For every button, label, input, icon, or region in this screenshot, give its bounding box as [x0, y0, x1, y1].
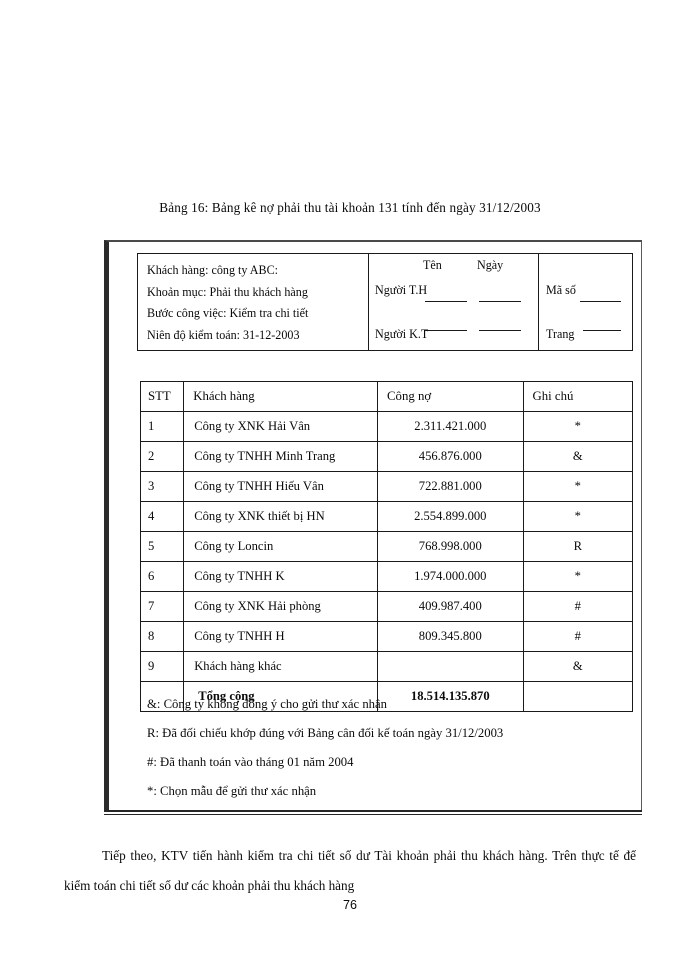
page-ref-field[interactable] — [583, 330, 621, 331]
cell-debt — [377, 651, 524, 682]
cell-note: # — [522, 591, 634, 622]
section-divider-rule — [104, 810, 642, 815]
column-header-customer: Khách hàng — [183, 381, 379, 412]
reviewer-date-field[interactable] — [479, 330, 521, 331]
footnote-legend: &: Công ty không đồng ý cho gửi thư xác … — [140, 690, 640, 806]
worksheet-body: Khách hàng: công ty ABC: Khoản mục: Phải… — [109, 242, 641, 810]
work-step-line: Bước công việc: Kiểm tra chi tiết — [147, 306, 309, 320]
reviewer-name-field[interactable] — [425, 330, 467, 331]
table-body: 1 Công ty XNK Hải Vân 2.311.421.000 * 2 … — [139, 411, 634, 712]
audit-header-box: Khách hàng: công ty ABC: Khoản mục: Phải… — [137, 253, 633, 351]
cell-debt: 409.987.400 — [377, 591, 524, 622]
cell-total-label: Tổng cộng — [183, 681, 379, 712]
cell-note: & — [522, 651, 634, 682]
cell-debt: 722.881.000 — [377, 471, 524, 502]
cell-debt: 456.876.000 — [377, 441, 524, 472]
table-header-row: STT Khách hàng Công nợ Ghi chú — [139, 381, 634, 412]
audit-header-left-cell: Khách hàng: công ty ABC: Khoản mục: Phải… — [138, 254, 369, 350]
preparer-name-field[interactable] — [425, 301, 467, 302]
reviewer-label: Người K.T — [375, 327, 429, 341]
table-header: STT Khách hàng Công nợ Ghi chú — [139, 381, 634, 412]
table-row: 2 Công ty TNHH Minh Trang 456.876.000 & — [139, 441, 634, 472]
cell-customer: Công ty TNHH Minh Trang — [183, 441, 379, 472]
audit-header-signoff-cell: Tên Ngày Người T.H Người K.T — [369, 254, 539, 350]
cell-total-note — [522, 681, 634, 712]
cell-total-debt: 18.514.135.870 — [377, 681, 524, 712]
cell-note: * — [522, 471, 634, 502]
cell-stt: 1 — [139, 411, 185, 442]
cell-customer: Công ty XNK Hải Vân — [183, 411, 379, 442]
cell-debt: 1.974.000.000 — [377, 561, 524, 592]
column-header-debt: Công nợ — [377, 381, 524, 412]
client-line: Khách hàng: công ty ABC: — [147, 263, 278, 277]
footnote-asterisk: *: Chọn mẫu để gửi thư xác nhận — [147, 784, 317, 798]
fiscal-year-line: Niên độ kiểm toán: 31-12-2003 — [147, 327, 300, 342]
column-header-note: Ghi chú — [522, 381, 634, 412]
body-paragraph: Tiếp theo, KTV tiến hành kiểm tra chi ti… — [64, 848, 636, 894]
table-row: 3 Công ty TNHH Hiếu Vân 722.881.000 * — [139, 471, 634, 502]
cell-note: R — [522, 531, 634, 562]
table-total-row: Tổng cộng 18.514.135.870 — [139, 681, 634, 712]
audit-header-ref-cell: Mã số Trang — [539, 254, 632, 350]
page-number: 76 — [342, 898, 357, 912]
cell-stt: 9 — [139, 651, 185, 682]
cell-customer: Công ty XNK Hải phòng — [183, 591, 379, 622]
table-caption: Bảng 16: Bảng kê nợ phải thu tài khoản 1… — [159, 200, 541, 215]
table-row: 7 Công ty XNK Hải phòng 409.987.400 # — [139, 591, 634, 622]
cell-stt: 4 — [139, 501, 185, 532]
table-row: 4 Công ty XNK thiết bị HN 2.554.899.000 … — [139, 501, 634, 532]
column-header-stt: STT — [139, 381, 185, 412]
footnote-ampersand: &: Công ty không đồng ý cho gửi thư xác … — [147, 697, 387, 711]
footnote-r: R: Đã đối chiếu khớp đúng với Bảng cân đ… — [147, 726, 504, 740]
cell-stt: 6 — [139, 561, 185, 592]
cell-note: # — [522, 621, 634, 652]
reference-code-field[interactable] — [580, 301, 621, 302]
cell-note: * — [522, 411, 634, 442]
cell-stt: 3 — [139, 471, 185, 502]
cell-stt: 2 — [139, 441, 185, 472]
cell-total-stt — [139, 681, 185, 712]
cell-note: & — [522, 441, 634, 472]
account-item-line: Khoản mục: Phải thu khách hàng — [147, 284, 308, 299]
table-row: 8 Công ty TNHH H 809.345.800 # — [139, 621, 634, 652]
preparer-label: Người T.H — [375, 283, 428, 297]
cell-customer: Khách hàng khác — [183, 651, 379, 682]
table-row: 1 Công ty XNK Hải Vân 2.311.421.000 * — [139, 411, 634, 442]
cell-debt: 2.311.421.000 — [377, 411, 524, 442]
page-ref-label: Trang — [546, 327, 575, 341]
cell-customer: Công ty TNHH Hiếu Vân — [183, 471, 379, 502]
audit-worksheet-frame: Khách hàng: công ty ABC: Khoản mục: Phải… — [104, 240, 642, 810]
cell-stt: 8 — [139, 621, 185, 652]
preparer-date-field[interactable] — [479, 301, 521, 302]
cell-stt: 7 — [139, 591, 185, 622]
table-row: 5 Công ty Loncin 768.998.000 R — [139, 531, 634, 562]
cell-customer: Công ty TNHH H — [183, 621, 379, 652]
footnote-hash: #: Đã thanh toán vào tháng 01 năm 2004 — [147, 755, 354, 769]
receivables-table: STT Khách hàng Công nợ Ghi chú 1 Công ty… — [139, 381, 634, 712]
cell-debt: 2.554.899.000 — [377, 501, 524, 532]
table-row: 9 Khách hàng khác & — [139, 651, 634, 682]
cell-customer: Công ty XNK thiết bị HN — [183, 501, 379, 532]
cell-note: * — [522, 501, 634, 532]
cell-debt: 768.998.000 — [377, 531, 524, 562]
cell-debt: 809.345.800 — [377, 621, 524, 652]
signoff-date-column-label: Ngày — [477, 258, 504, 272]
cell-customer: Công ty Loncin — [183, 531, 379, 562]
table-row: 6 Công ty TNHH K 1.974.000.000 * — [139, 561, 634, 592]
cell-customer: Công ty TNHH K — [183, 561, 379, 592]
cell-note: * — [522, 561, 634, 592]
reference-code-label: Mã số — [546, 283, 576, 297]
cell-stt: 5 — [139, 531, 185, 562]
signoff-name-column-label: Tên — [423, 258, 442, 272]
